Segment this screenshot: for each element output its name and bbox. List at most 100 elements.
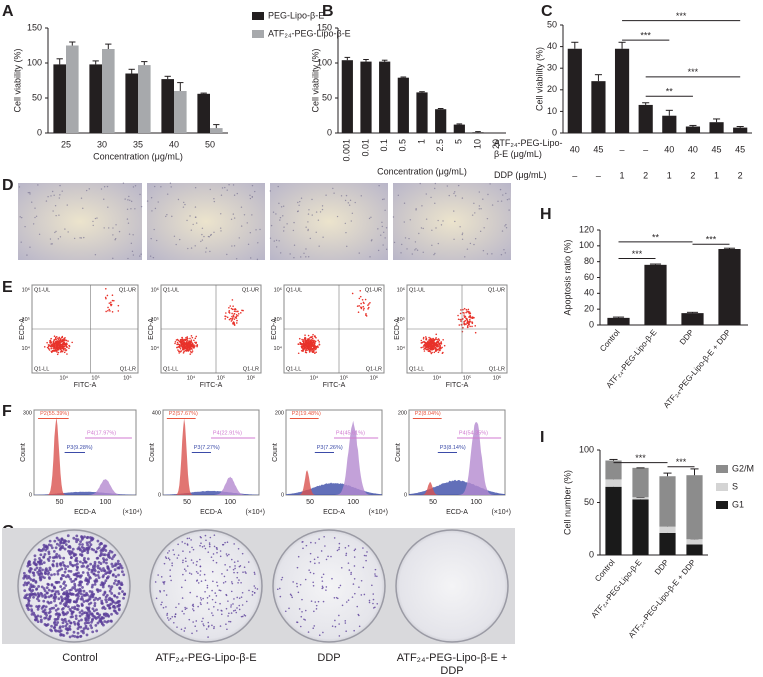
colony-dot [42, 587, 46, 590]
event-dot [310, 339, 312, 341]
colony-dot [162, 581, 164, 583]
cell-dot [29, 193, 31, 195]
colony-dot [54, 580, 58, 584]
colony-dot [199, 574, 201, 576]
x-tick-label: 0.001 [342, 139, 352, 162]
event-dot [194, 341, 196, 344]
colony-dot [43, 589, 47, 593]
colony-dot [289, 593, 292, 596]
colony-dot [102, 593, 106, 597]
cell-dot [129, 199, 131, 202]
y-tick-label: 60 [584, 272, 594, 282]
colony-dot [180, 586, 183, 589]
x-tick-label: 1 [416, 139, 426, 144]
colony-dot [56, 572, 60, 576]
colony-dot [241, 552, 244, 555]
colony-dot [53, 593, 57, 597]
x-tick-label: 50 [306, 499, 314, 506]
colony-dot [203, 573, 206, 576]
colony-dot [105, 593, 109, 597]
colony-dot [84, 560, 88, 564]
colony-dot [331, 577, 333, 580]
colony-dot [64, 584, 68, 587]
colony-dot [221, 573, 223, 575]
colony-dot [350, 571, 352, 574]
colony-dot [238, 565, 241, 568]
gate-label: P3(9.28%) [67, 445, 93, 451]
colony-dot [68, 545, 72, 548]
event-dot [113, 299, 115, 302]
event-dot [233, 313, 236, 315]
cell-dot [127, 222, 130, 224]
event-dot [182, 339, 185, 342]
colony-dot [112, 555, 115, 559]
cell-dot [381, 198, 384, 201]
cell-dot [377, 228, 379, 230]
colony-dot [196, 579, 199, 581]
colony-dot [202, 617, 204, 620]
colony-dot [104, 598, 108, 602]
cell-dot [203, 235, 205, 238]
y-tick-label: 10 [547, 106, 557, 116]
cell-dot [259, 228, 261, 231]
event-dot [65, 342, 68, 345]
cell-dot [29, 191, 31, 194]
colony-dot [174, 613, 177, 615]
colony-dot [96, 621, 100, 625]
colony-dot [309, 560, 312, 563]
colony-dot [47, 576, 51, 579]
colony-dot [184, 606, 186, 609]
colony-dot [228, 612, 230, 615]
event-dot [187, 350, 190, 352]
cell-dot [406, 248, 408, 250]
colony-dot [27, 604, 31, 607]
colony-dot [374, 573, 376, 575]
colony-dot [115, 595, 119, 599]
event-dot [316, 345, 318, 348]
colony-dot [288, 607, 290, 610]
bar [718, 249, 741, 325]
cell-dot [414, 249, 416, 251]
bar [644, 264, 667, 325]
colony-dot [276, 588, 279, 591]
event-dot [462, 326, 464, 329]
event-dot [474, 325, 477, 327]
plate-caption-box: ATF₂₄-PEG-Lipo-β-E + DDP [397, 652, 508, 677]
event-dot [177, 339, 180, 342]
event-dot [302, 342, 305, 345]
y-tick-label: 20 [584, 304, 594, 314]
event-dot [189, 343, 192, 346]
cell-dot [108, 227, 110, 229]
cell-dot [275, 213, 277, 215]
colony-dot [230, 612, 233, 614]
colony-dot [93, 602, 97, 605]
colony-dot [178, 603, 180, 605]
y-tick-label: 0 [552, 127, 557, 137]
colony-dot [108, 589, 112, 593]
event-dot [302, 339, 305, 341]
event-dot [369, 301, 371, 304]
event-dot [317, 339, 319, 342]
colony-dot [66, 611, 70, 614]
cell-dot [437, 219, 439, 222]
y-tick-label: 10⁴ [151, 345, 160, 352]
event-dot [184, 346, 187, 349]
colony-dot [348, 569, 351, 571]
colony-dot [214, 592, 217, 594]
panel-letter: B [322, 3, 334, 20]
colony-dot [41, 594, 44, 598]
cell-dot [336, 215, 339, 218]
colony-dot [165, 557, 168, 560]
colony-dot [122, 596, 125, 600]
colony-dot [247, 561, 250, 563]
colony-dot [67, 627, 71, 631]
event-dot [66, 353, 68, 355]
cell-dot [224, 186, 226, 189]
colony-dot [240, 615, 243, 618]
bar [174, 91, 187, 133]
event-dot [422, 336, 425, 339]
event-dot [425, 348, 427, 351]
event-dot [314, 348, 317, 351]
colony-dot [224, 564, 226, 566]
colony-dot [223, 575, 226, 578]
